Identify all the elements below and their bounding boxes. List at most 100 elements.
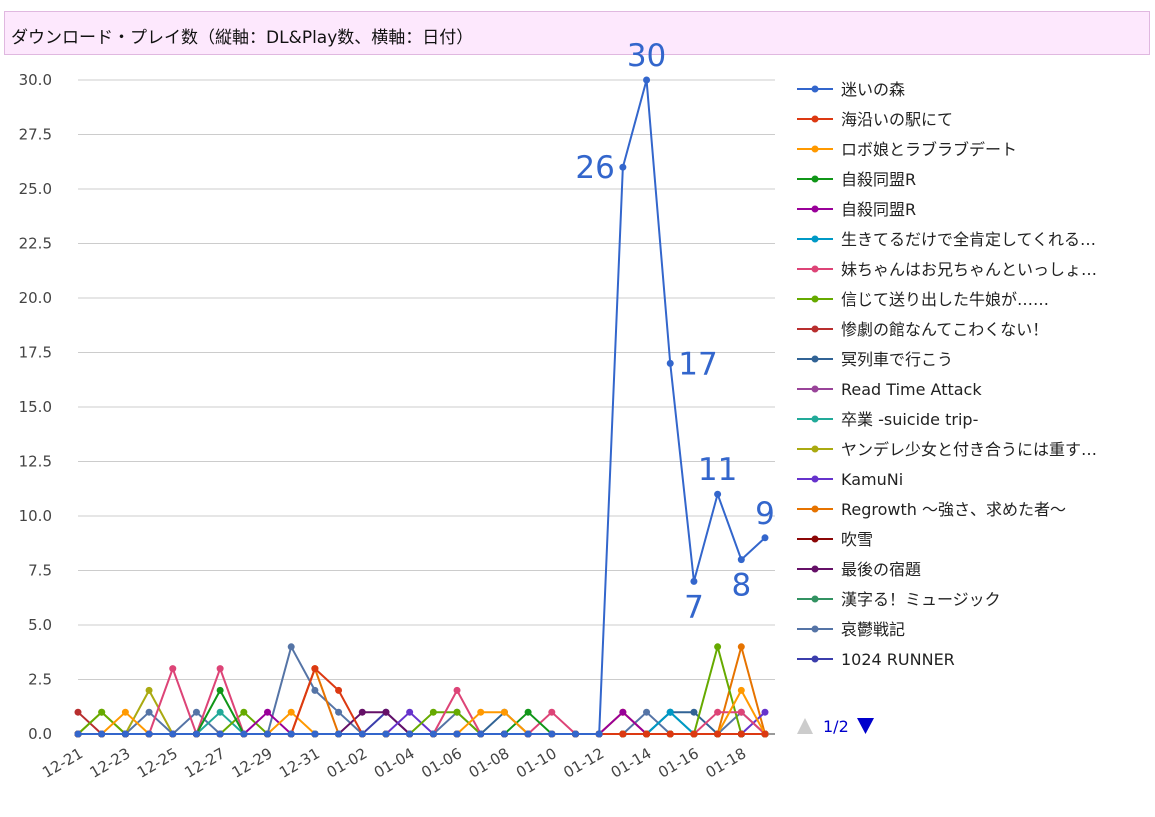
legend-item[interactable]: KamuNi: [797, 470, 903, 489]
legend-item[interactable]: 自殺同盟R: [797, 200, 916, 219]
series-7: [74, 643, 769, 738]
legend-page-indicator: 1/2: [823, 717, 849, 736]
legend-marker: [811, 265, 819, 273]
x-tick-label: 01-08: [466, 744, 513, 781]
legend-label: 信じて送り出した牛娘が……: [841, 290, 1049, 309]
x-tick-label: 01-10: [513, 744, 560, 781]
legend-item[interactable]: 哀鬱戦記: [797, 620, 905, 639]
data-point: [500, 708, 508, 716]
data-point: [737, 643, 745, 651]
legend-marker: [811, 145, 819, 153]
data-point: [145, 730, 153, 738]
legend-item[interactable]: 冥列車で行こう: [797, 350, 953, 369]
data-point: [761, 708, 769, 716]
x-tick-label: 12-21: [39, 744, 86, 781]
legend-item[interactable]: Regrowth ～強さ、求めた者～: [797, 500, 1066, 519]
data-point: [595, 730, 603, 738]
data-point: [358, 708, 366, 716]
data-point: [548, 708, 556, 716]
legend-next-page-icon[interactable]: [857, 718, 874, 734]
data-point: [666, 730, 674, 738]
legend-item[interactable]: ヤンデレ少女と付き合うには重す…: [797, 440, 1097, 459]
legend-item[interactable]: 自殺同盟R: [797, 170, 916, 189]
legend-marker: [811, 625, 819, 633]
legend-item[interactable]: 1024 RUNNER: [797, 650, 955, 669]
legend-label: KamuNi: [841, 470, 903, 489]
data-point: [311, 730, 319, 738]
legend-label: 自殺同盟R: [841, 200, 916, 219]
y-tick-label: 17.5: [19, 344, 52, 362]
legend-item[interactable]: 迷いの森: [797, 80, 905, 99]
data-point: [619, 163, 627, 171]
y-tick-label: 5.0: [28, 616, 52, 634]
data-point: [524, 708, 532, 716]
data-point: [287, 643, 295, 651]
legend-item[interactable]: Read Time Attack: [797, 380, 982, 399]
legend-label: 最後の宿題: [841, 560, 921, 579]
x-tick-label: 01-18: [703, 744, 750, 781]
data-point: [453, 686, 461, 694]
legend-item[interactable]: 生きてるだけで全肯定してくれる…: [797, 230, 1096, 249]
y-tick-label: 25.0: [19, 180, 52, 198]
legend-prev-page-icon[interactable]: [797, 718, 813, 734]
data-point: [121, 708, 129, 716]
legend-label: Regrowth ～強さ、求めた者～: [841, 500, 1066, 519]
x-tick-label: 01-16: [655, 744, 702, 781]
x-tick-label: 12-25: [134, 744, 181, 781]
data-label: 30: [627, 38, 666, 74]
legend-label: 惨劇の館なんてこわくない！: [841, 320, 1048, 339]
data-point: [571, 730, 579, 738]
data-point: [429, 730, 437, 738]
legend-item[interactable]: 海沿いの駅にて: [797, 110, 953, 129]
data-point: [761, 730, 769, 738]
series-0: [74, 76, 769, 738]
legend-item[interactable]: ロボ娘とラブラブデート: [797, 140, 1017, 159]
legend-label: ヤンデレ少女と付き合うには重す…: [841, 440, 1097, 459]
data-point: [264, 708, 272, 716]
data-point: [311, 686, 319, 694]
legend-label: 冥列車で行こう: [841, 350, 953, 369]
data-point: [714, 730, 722, 738]
gridlines: [78, 79, 775, 735]
y-tick-label: 2.5: [28, 671, 52, 689]
legend-item[interactable]: 妹ちゃんはお兄ちゃんといっしょ…: [797, 260, 1097, 279]
data-label: 26: [575, 150, 614, 186]
data-point: [145, 686, 153, 694]
legend-item[interactable]: 吹雪: [797, 530, 873, 549]
legend-item[interactable]: 惨劇の館なんてこわくない！: [797, 320, 1048, 339]
legend-item[interactable]: 最後の宿題: [797, 560, 921, 579]
data-label: 17: [678, 346, 717, 382]
data-point: [216, 708, 224, 716]
legend-marker: [811, 355, 819, 363]
legend-label: 1024 RUNNER: [841, 650, 955, 669]
x-tick-label: 12-29: [229, 744, 276, 781]
data-labels: 26 30 17 7 11 89: [575, 38, 774, 625]
legend-label: 迷いの森: [841, 80, 905, 99]
legend-pager[interactable]: 1/2: [797, 717, 874, 736]
data-point: [311, 665, 319, 673]
data-point: [548, 730, 556, 738]
data-point: [240, 708, 248, 716]
data-point: [382, 730, 390, 738]
data-point: [477, 730, 485, 738]
data-point: [737, 730, 745, 738]
y-tick-label: 15.0: [19, 398, 52, 416]
data-point: [666, 359, 674, 367]
data-point: [216, 665, 224, 673]
data-point: [643, 708, 651, 716]
legend-item[interactable]: 漢字る！ミュージック: [797, 590, 1001, 609]
legend-item[interactable]: 卒業 -suicide trip-: [797, 410, 978, 429]
legend-item[interactable]: 信じて送り出した牛娘が……: [797, 290, 1049, 309]
data-point: [74, 708, 82, 716]
series-6: [74, 665, 769, 738]
data-point: [192, 730, 200, 738]
data-point: [714, 708, 722, 716]
data-point: [287, 730, 295, 738]
data-point: [524, 730, 532, 738]
legend-marker: [811, 235, 819, 243]
data-point: [216, 686, 224, 694]
series-1: [74, 665, 769, 738]
data-point: [453, 730, 461, 738]
legend-marker: [811, 595, 819, 603]
